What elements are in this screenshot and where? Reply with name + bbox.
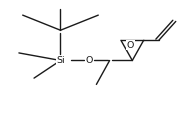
Text: O: O <box>127 41 134 50</box>
Text: Si: Si <box>56 56 65 65</box>
Text: O: O <box>85 56 93 65</box>
